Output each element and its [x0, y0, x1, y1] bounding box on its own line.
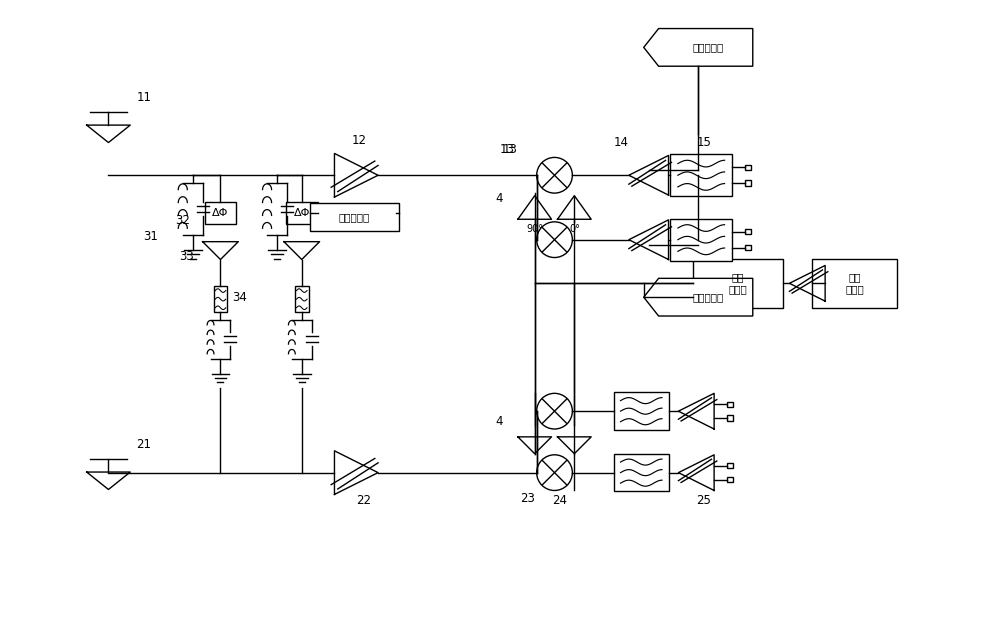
Text: 数模转换器: 数模转换器	[693, 292, 724, 302]
Text: 11: 11	[136, 92, 151, 104]
Text: 21: 21	[136, 438, 151, 452]
Bar	[693, 258, 783, 308]
Text: 33: 33	[179, 249, 194, 263]
Bar	[745, 245, 751, 251]
Bar	[310, 203, 399, 231]
Bar	[812, 258, 897, 308]
Bar	[295, 286, 309, 312]
Bar	[727, 415, 733, 421]
Text: 功率检测器: 功率检测器	[339, 212, 370, 222]
Text: 32: 32	[175, 214, 190, 227]
Text: 双频
锁相环: 双频 锁相环	[845, 272, 864, 294]
Text: 15: 15	[696, 135, 711, 149]
Bar	[727, 463, 733, 469]
Text: 34: 34	[232, 291, 247, 304]
Text: ΔΦ: ΔΦ	[294, 208, 310, 218]
Text: 数模转换器: 数模转换器	[693, 43, 724, 52]
Polygon shape	[644, 29, 753, 66]
Text: 4: 4	[495, 415, 503, 428]
Text: 12: 12	[351, 134, 366, 146]
Bar	[727, 477, 733, 482]
Text: 4: 4	[495, 193, 503, 205]
Bar	[745, 229, 751, 235]
Text: 13: 13	[500, 144, 515, 156]
Text: 90°: 90°	[526, 225, 543, 234]
Text: 正交
转换器: 正交 转换器	[729, 272, 747, 294]
Bar	[745, 181, 751, 186]
Text: 22: 22	[356, 494, 371, 508]
Text: 23: 23	[520, 492, 535, 506]
Text: 0°: 0°	[569, 225, 580, 234]
Bar	[614, 392, 669, 430]
Text: 31: 31	[143, 230, 158, 243]
Bar	[745, 165, 751, 170]
Polygon shape	[644, 279, 753, 316]
Text: 25: 25	[696, 494, 711, 508]
Text: 14: 14	[614, 135, 629, 149]
Bar	[670, 155, 732, 196]
Bar	[670, 219, 732, 261]
Bar	[286, 202, 318, 224]
Bar	[614, 454, 669, 492]
Bar	[205, 202, 236, 224]
Bar	[727, 401, 733, 407]
Text: 13: 13	[503, 144, 518, 156]
Text: ΔΦ: ΔΦ	[212, 208, 229, 218]
Bar	[214, 286, 227, 312]
Text: 24: 24	[553, 494, 568, 508]
